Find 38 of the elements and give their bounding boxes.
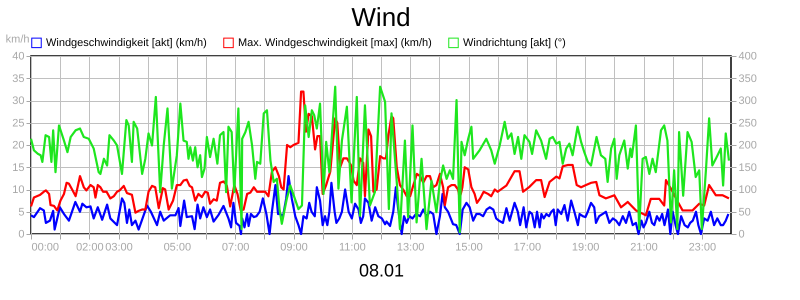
x-tick-label: 05:00 [164, 242, 192, 254]
y-tick-label: 25 [12, 117, 24, 130]
y2-tick-label: 400 [738, 50, 757, 62]
x-tick-label: 09:00 [280, 242, 308, 254]
x-tick-label: 00:00 [32, 242, 60, 254]
legend-label: Windgeschwindigkeit [akt] (km/h) [46, 36, 207, 49]
x-tick-label: 21:00 [630, 242, 658, 254]
y-tick-label: 35 [12, 72, 24, 85]
legend-label: Windrichtung [akt] (°) [463, 36, 566, 49]
x-tick-label: 03:00 [105, 242, 133, 254]
x-tick-label: 23:00 [688, 242, 716, 254]
y2-tick-label: 200 [738, 140, 757, 152]
y-axis-title: km/h [6, 34, 30, 46]
y2-tick-label: 100 [738, 184, 757, 196]
x-tick-label: 02:00 [76, 242, 104, 254]
y-tick-label: 40 [12, 50, 24, 62]
x-tick-label: 11:00 [338, 242, 366, 254]
y-tick-label: 10 [12, 184, 24, 196]
x-axis-title: 08.01 [358, 260, 404, 280]
y2-tick-label: 300 [738, 95, 757, 107]
x-tick-label: 17:00 [514, 242, 542, 254]
y2-tick-label: 50 [738, 206, 751, 218]
legend-label: Max. Windgeschwindigkeit [max] (km/h) [238, 36, 432, 49]
x-tick-label: 13:00 [396, 242, 424, 254]
y-tick-label: 0 [18, 228, 24, 240]
y2-tick-label: 150 [738, 162, 757, 174]
x-tick-label: 19:00 [572, 242, 600, 254]
chart-title: Wind [351, 2, 411, 32]
x-tick-label: 07:00 [222, 242, 250, 254]
y-tick-label: 30 [12, 95, 24, 107]
y-tick-label: 20 [12, 140, 24, 152]
y-tick-label: 15 [12, 162, 24, 174]
x-tick-label: 15:00 [455, 242, 483, 254]
y2-tick-label: 350 [738, 72, 757, 85]
line-series [30, 175, 730, 236]
y2-tick-label: 250 [738, 117, 757, 130]
y-tick-label: 5 [18, 206, 24, 218]
y2-tick-label: 0 [738, 228, 745, 240]
